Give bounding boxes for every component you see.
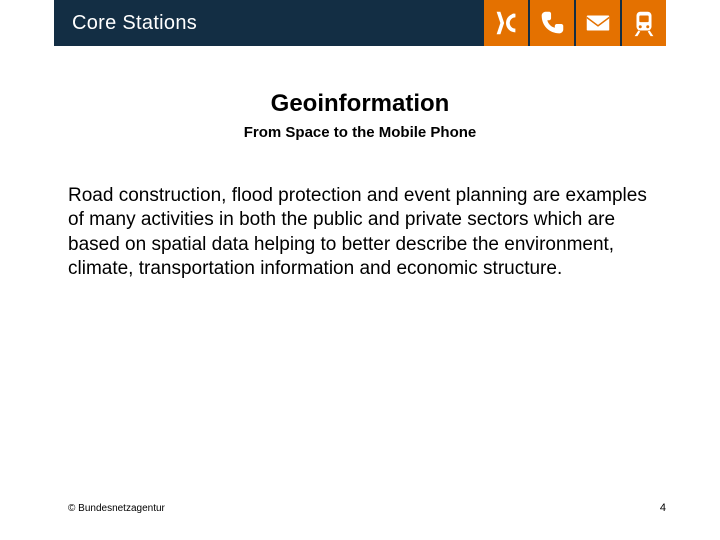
phone-icon [530,0,574,46]
mail-icon [576,0,620,46]
footer-copyright: © Bundesnetzagentur [68,503,165,514]
slide: Core Stations Geoinformation From Space … [0,0,720,540]
train-icon [622,0,666,46]
page-title: Geoinformation [0,90,720,118]
header-bar: Core Stations [54,0,666,46]
icon-row [484,0,666,46]
body-paragraph: Road construction, flood protection and … [68,184,658,281]
header-title: Core Stations [72,12,197,35]
page-number: 4 [660,502,666,514]
page-subtitle: From Space to the Mobile Phone [0,124,720,141]
utility-icon [484,0,528,46]
